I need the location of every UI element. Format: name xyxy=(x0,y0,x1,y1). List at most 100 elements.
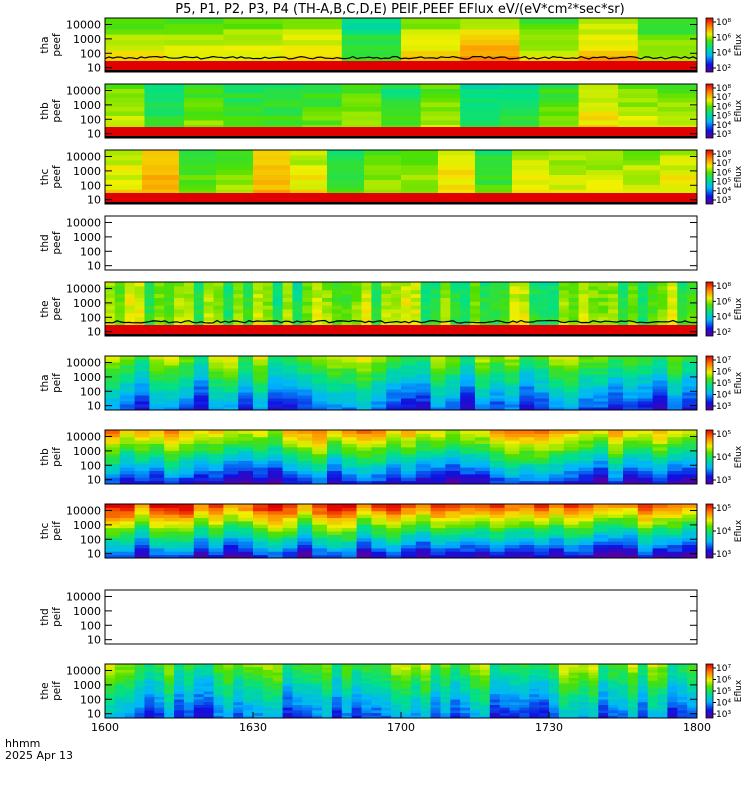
spectrogram-cells xyxy=(105,356,698,411)
y-tick-label: 1000 xyxy=(73,297,101,310)
colorbar-tick-label: 10⁶ xyxy=(716,368,731,378)
colorbar-tick-label: 10⁸ xyxy=(716,18,731,28)
y-tick-label: 1000 xyxy=(73,445,101,458)
colorbar-tick-label: 10⁸ xyxy=(716,84,731,94)
panel-product-label: peef xyxy=(51,231,63,255)
y-tick-label: 10000 xyxy=(66,664,101,677)
panel-product-label: peef xyxy=(51,165,63,189)
floor-line xyxy=(105,70,697,72)
spectrogram-cells xyxy=(105,504,698,559)
x-tick-label: 1730 xyxy=(535,721,563,734)
colorbar-tick-label: 10⁵ xyxy=(716,178,731,188)
colorbar-label: Eflux xyxy=(734,33,744,56)
y-tick-label: 10 xyxy=(87,326,101,339)
panel-product-label: peif xyxy=(51,447,63,467)
panel-product-label: peif xyxy=(51,681,63,701)
colorbar-tick-label: 10⁵ xyxy=(716,430,731,440)
y-tick-label: 10000 xyxy=(66,282,101,295)
colorbar-tick-label: 10³ xyxy=(716,196,731,206)
colorbar-label: Eflux xyxy=(734,165,744,188)
colorbar-label: Eflux xyxy=(734,519,744,542)
chart-title: P5, P1, P2, P3, P4 (TH-A,B,C,D,E) PEIF,P… xyxy=(175,2,624,17)
colorbar-tick-label: 10⁷ xyxy=(716,664,731,674)
floor-line xyxy=(105,136,697,138)
floor-line xyxy=(105,202,697,204)
y-tick-label: 100 xyxy=(80,113,101,126)
panel-probe-label: tha xyxy=(39,36,51,53)
y-tick-label: 10 xyxy=(87,194,101,207)
y-tick-label: 1000 xyxy=(73,99,101,112)
colorbar-tick-label: 10⁴ xyxy=(716,49,731,59)
colorbar-tick-label: 10⁵ xyxy=(716,112,731,122)
spectrogram-cells xyxy=(105,664,698,719)
spectrogram-cells xyxy=(105,430,698,485)
colorbar-tick-label: 10⁵ xyxy=(716,504,731,514)
colorbar-tick-label: 10⁷ xyxy=(716,356,731,366)
panel-product-label: peef xyxy=(51,33,63,57)
colorbar-tick-label: 10⁷ xyxy=(716,93,731,103)
colorbar-tick-label: 10³ xyxy=(716,402,731,412)
y-tick-label: 10 xyxy=(87,474,101,487)
colorbar-tick-label: 10⁸ xyxy=(716,282,731,292)
y-tick-label: 100 xyxy=(80,693,101,706)
y-tick-label: 10 xyxy=(87,62,101,75)
y-tick-label: 1000 xyxy=(73,371,101,384)
panel-probe-label: thd xyxy=(39,608,51,625)
y-tick-label: 10 xyxy=(87,128,101,141)
panel-frame xyxy=(104,17,698,73)
colorbar-tick-label: 10⁷ xyxy=(716,159,731,169)
y-tick-label: 1000 xyxy=(73,165,101,178)
y-tick-label: 100 xyxy=(80,311,101,324)
colorbar-tick-label: 10⁴ xyxy=(716,699,731,709)
colorbar-tick-label: 10³ xyxy=(716,710,731,720)
floor-band xyxy=(105,61,697,72)
floor-band xyxy=(105,193,697,204)
colorbar-label: Eflux xyxy=(734,371,744,394)
panel-frame xyxy=(104,83,698,139)
x-tick-label: 1800 xyxy=(683,721,711,734)
panel-frame xyxy=(104,589,698,645)
y-tick-label: 1000 xyxy=(73,231,101,244)
colorbar-tick-label: 10² xyxy=(716,328,731,338)
colorbar-label: Eflux xyxy=(734,679,744,702)
colorbar-tick-label: 10⁵ xyxy=(716,379,731,389)
y-tick-label: 10000 xyxy=(66,216,101,229)
x-axis-label: hhmm xyxy=(5,737,40,750)
panel-frame xyxy=(104,503,698,559)
panel-probe-label: the xyxy=(39,682,51,699)
panel-probe-label: the xyxy=(39,300,51,317)
x-tick-label: 1600 xyxy=(91,721,119,734)
colorbar-tick-label: 10⁴ xyxy=(716,121,731,131)
y-tick-label: 10 xyxy=(87,400,101,413)
panel-product-label: peif xyxy=(51,607,63,627)
panel-frame xyxy=(104,215,698,271)
floor-line xyxy=(105,334,697,336)
y-tick-label: 100 xyxy=(80,385,101,398)
panel-probe-label: thb xyxy=(39,448,51,466)
colorbar-label: Eflux xyxy=(734,445,744,468)
baseline-curve xyxy=(104,55,698,60)
y-tick-label: 1000 xyxy=(73,679,101,692)
y-tick-label: 10 xyxy=(87,708,101,721)
